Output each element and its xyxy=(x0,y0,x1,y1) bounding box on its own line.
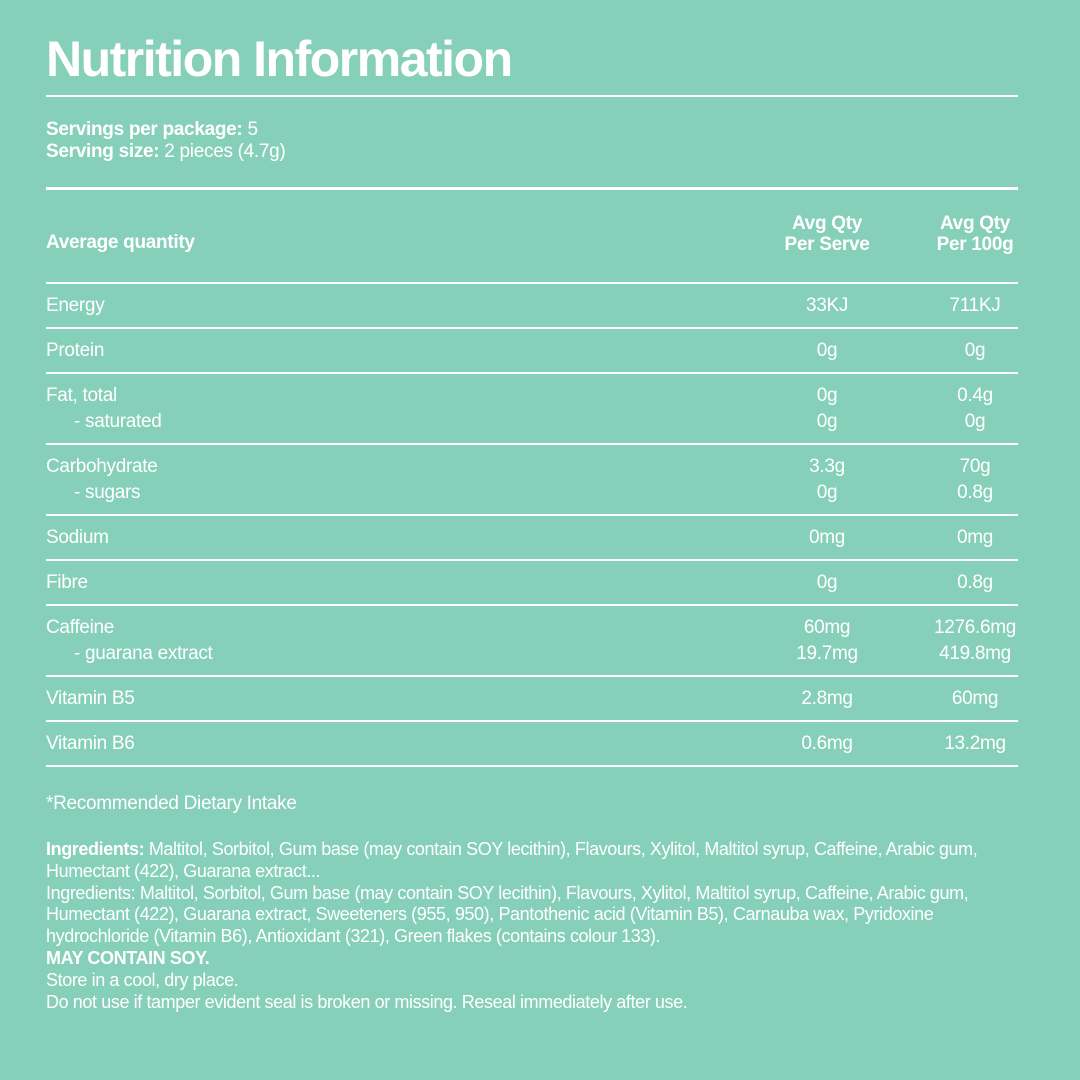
per-100g: 419.8mg xyxy=(939,643,1011,664)
servings-line: Servings per package: 5 xyxy=(46,119,258,141)
column-header: Avg Qty xyxy=(939,213,1011,234)
divider xyxy=(46,443,1018,445)
ingredients-full: Ingredients: Maltitol, Sorbitol, Gum bas… xyxy=(46,882,969,947)
header-label: Average quantity xyxy=(46,232,195,253)
label: Serving size: xyxy=(46,141,160,162)
row-label: Energy xyxy=(46,295,105,316)
column-header: Per Serve xyxy=(784,234,870,255)
per-serve: 0g xyxy=(816,385,838,406)
row-label: Fibre xyxy=(46,572,88,593)
divider xyxy=(46,604,1018,606)
per-100g: 60mg xyxy=(951,688,999,709)
text: Maltitol, Sorbitol, Gum base (may contai… xyxy=(46,839,978,881)
title: Nutrition Information xyxy=(46,31,513,87)
warning: Do not use if tamper evident seal is bro… xyxy=(46,991,688,1012)
row-label: Vitamin B5 xyxy=(46,688,135,709)
value: 2 pieces (4.7g) xyxy=(164,141,286,162)
divider xyxy=(46,372,1018,374)
per-serve: 60mg xyxy=(803,617,851,638)
divider xyxy=(46,765,1018,767)
row-label: Fat, total xyxy=(46,385,117,406)
per-serve: 33KJ xyxy=(805,295,849,316)
per-100g: 70g xyxy=(959,456,991,477)
divider xyxy=(46,282,1018,284)
per-100g: 0.8g xyxy=(957,482,993,503)
per-100g: 711KJ xyxy=(949,295,1001,316)
divider xyxy=(46,559,1018,561)
ingredients: Ingredients: Maltitol, Sorbitol, Gum bas… xyxy=(46,839,1006,1013)
divider xyxy=(46,95,1018,97)
servings-line: Serving size: 2 pieces (4.7g) xyxy=(46,141,286,163)
column-header: Avg Qty xyxy=(791,213,863,234)
per-serve: 2.8mg xyxy=(801,688,853,709)
per-100g: 0g xyxy=(964,411,986,432)
per-serve: 0g xyxy=(816,572,838,593)
per-serve: 0g xyxy=(816,482,838,503)
per-serve: 0g xyxy=(816,340,838,361)
label: Servings per package: xyxy=(46,119,243,140)
per-serve: 0.6mg xyxy=(801,733,853,754)
divider xyxy=(46,514,1018,516)
footnote: *Recommended Dietary Intake xyxy=(46,793,297,814)
divider xyxy=(46,327,1018,329)
row-label: Carbohydrate xyxy=(46,456,158,477)
per-100g: 13.2mg xyxy=(944,733,1006,754)
allergen: MAY CONTAIN SOY. xyxy=(46,947,210,968)
per-100g: 0g xyxy=(964,340,986,361)
per-serve: 0mg xyxy=(808,527,846,548)
per-100g: 1276.6mg xyxy=(933,617,1017,638)
column-header: Per 100g xyxy=(936,234,1014,255)
per-100g: 0.8g xyxy=(957,572,993,593)
divider xyxy=(46,187,1018,190)
row-label: Sodium xyxy=(46,527,109,548)
value: 5 xyxy=(247,119,258,140)
divider xyxy=(46,720,1018,722)
per-serve: 19.7mg xyxy=(796,643,858,664)
sub-row-label: - saturated xyxy=(74,411,162,432)
per-100g: 0.4g xyxy=(957,385,993,406)
storage: Store in a cool, dry place. xyxy=(46,969,239,990)
divider xyxy=(46,675,1018,677)
label: Ingredients: xyxy=(46,839,145,859)
ingredients-summary: Ingredients: Maltitol, Sorbitol, Gum bas… xyxy=(46,839,1006,883)
row-label: Protein xyxy=(46,340,105,361)
sub-row-label: - sugars xyxy=(74,482,141,503)
per-serve: 0g xyxy=(816,411,838,432)
per-serve: 3.3g xyxy=(809,456,845,477)
per-100g: 0mg xyxy=(956,527,994,548)
row-label: Caffeine xyxy=(46,617,115,638)
row-label: Vitamin B6 xyxy=(46,733,135,754)
sub-row-label: - guarana extract xyxy=(74,643,213,664)
